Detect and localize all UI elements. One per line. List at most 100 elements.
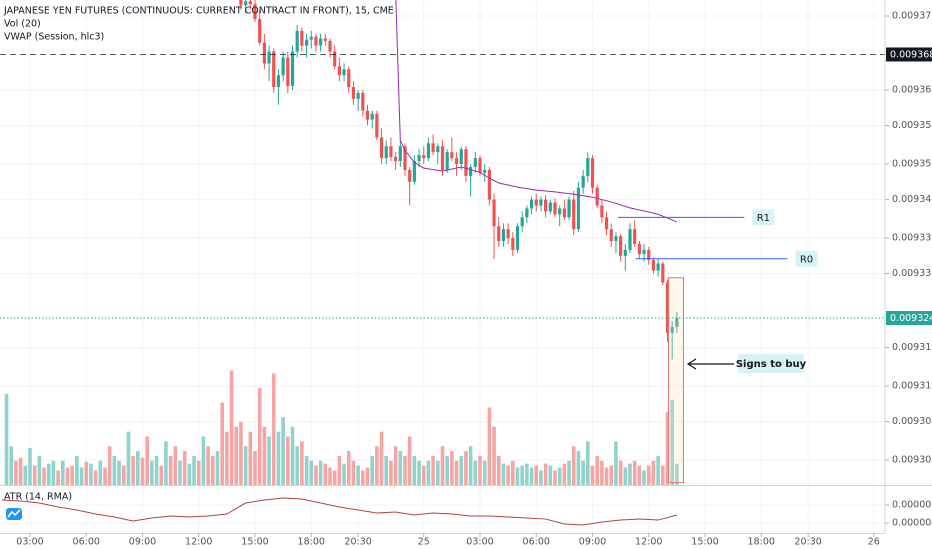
y-tick-label: 0.0093500: [892, 159, 932, 170]
volume-bar: [539, 470, 543, 485]
volume-bar: [37, 455, 42, 485]
x-tick-label: 26: [868, 537, 880, 548]
candle-body: [567, 199, 571, 218]
volume-bar: [9, 446, 14, 485]
volume-bar: [492, 426, 496, 485]
annotation-arrowhead: [686, 358, 697, 370]
volume-bar: [220, 402, 224, 485]
candle-body: [314, 36, 318, 46]
candle-body: [412, 161, 416, 182]
y-tick-label: 0.0000060: [892, 500, 932, 511]
price-label-box: [886, 311, 932, 326]
candle-body: [356, 92, 360, 99]
indicator-label: Vol (20): [4, 19, 41, 30]
volume-bar: [154, 455, 159, 485]
volume-bar: [496, 455, 501, 485]
volume-bar: [196, 460, 201, 485]
candle-body: [609, 229, 613, 242]
candle-body: [661, 263, 665, 283]
volume-bar: [51, 460, 56, 485]
volume-bar: [32, 465, 37, 485]
x-tick-label: 06:00: [523, 537, 550, 548]
y-tick-label: 0.0093190: [892, 342, 932, 353]
volume-bar: [164, 441, 168, 485]
candle-body: [464, 149, 468, 176]
volume-bar: [590, 465, 595, 485]
candle-body: [675, 318, 679, 327]
volume-bar: [567, 460, 571, 485]
volume-bar: [159, 465, 164, 485]
volume-bar: [112, 455, 117, 485]
volume-bar: [14, 460, 18, 485]
volume-bar: [365, 467, 370, 485]
volume-bar: [248, 431, 253, 485]
volume-bar: [286, 436, 290, 485]
y-tick-label: 0.0093440: [892, 194, 932, 205]
candle-body: [422, 155, 426, 159]
volume-bar: [309, 460, 314, 485]
volume-bar: [18, 457, 23, 485]
volume-bar: [520, 465, 524, 485]
candle-body: [370, 113, 374, 120]
volume-bar: [375, 446, 379, 485]
volume-bar: [506, 465, 510, 485]
volume-bar: [234, 426, 239, 485]
volume-bar: [468, 446, 473, 485]
volume-bar: [412, 455, 417, 485]
volume-bar: [323, 463, 328, 485]
volume-bar: [445, 455, 449, 485]
x-tick-label: 12:00: [185, 537, 212, 548]
volume-bar: [211, 455, 215, 485]
candle-body: [665, 282, 670, 333]
volume-bar: [351, 460, 356, 485]
volume-bar: [595, 455, 599, 485]
candle-body: [403, 146, 407, 170]
candle-body: [670, 326, 674, 333]
candle-body: [436, 146, 440, 153]
volume-bar: [426, 460, 431, 485]
candle-body: [417, 155, 421, 162]
volume-bar: [215, 451, 220, 485]
volume-bar: [440, 446, 445, 485]
volume-bar: [42, 467, 46, 485]
volume-bar: [642, 470, 646, 485]
candle-body: [562, 208, 566, 218]
candle-body: [506, 229, 510, 239]
x-tick-label: 15:00: [241, 537, 268, 548]
volume-bar: [417, 460, 421, 485]
volume-bar: [192, 455, 196, 485]
volume-bar: [515, 467, 520, 485]
volume-bar: [145, 436, 149, 485]
x-tick-label: 09:00: [129, 537, 156, 548]
volume-bar: [140, 457, 145, 485]
volume-bar: [525, 463, 529, 485]
y-tick-label: 0.0093000: [892, 455, 932, 466]
level-label-box: [752, 209, 775, 226]
candle-body: [272, 51, 276, 88]
x-tick-label: 12:00: [635, 537, 662, 548]
volume-bar: [421, 465, 426, 485]
volume-bar: [403, 455, 407, 485]
candle-body: [328, 40, 332, 52]
candle-body: [337, 66, 341, 76]
volume-bar: [225, 431, 229, 485]
candle-body: [483, 169, 487, 173]
candle-body: [426, 143, 431, 159]
candle-body: [384, 146, 388, 159]
candle-body: [459, 149, 463, 165]
volume-bar: [398, 451, 403, 485]
level-label: R0: [800, 254, 813, 265]
volume-bar: [98, 460, 103, 485]
volume-bar: [632, 460, 637, 485]
y-tick-label: 0.0093565: [892, 120, 932, 131]
volume-bar: [501, 463, 506, 485]
volume-bar: [356, 465, 360, 485]
volume-bar: [651, 460, 656, 485]
volume-bar: [618, 460, 623, 485]
volume-bar: [103, 467, 107, 485]
y-tick-label: 0.0093065: [892, 416, 932, 427]
volume-bar: [332, 470, 337, 485]
logo-mark: [7, 509, 21, 518]
volume-bar: [23, 465, 28, 485]
volume-bar: [337, 455, 342, 485]
